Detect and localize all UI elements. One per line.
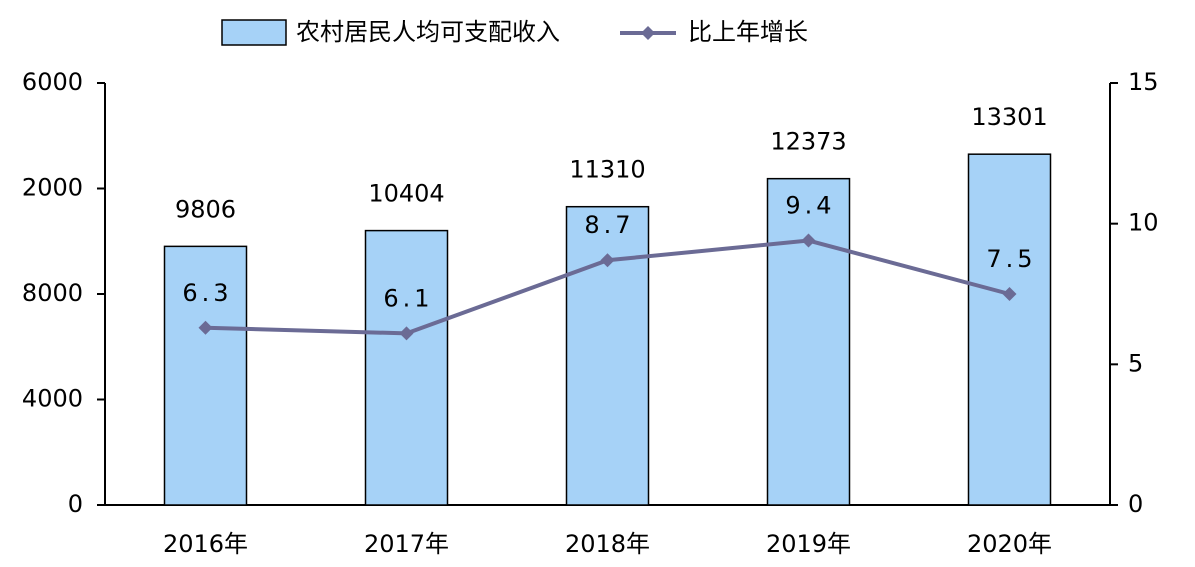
bar [565, 205, 650, 506]
line-value-label: 7.5 [986, 245, 1036, 273]
x-tick-label: 2017年 [364, 530, 449, 558]
line-value-label: 6.3 [182, 279, 232, 307]
bar-value-label: 9806 [175, 195, 236, 223]
line-value-label: 8.7 [584, 211, 634, 239]
x-tick-label: 2019年 [766, 530, 851, 558]
bar-value-label: 12373 [770, 128, 846, 156]
y2-tick-label: 10 [1128, 209, 1159, 237]
legend-marker [641, 26, 655, 40]
bar-value-label: 11310 [569, 156, 645, 184]
y2-tick-label: 5 [1128, 349, 1143, 377]
y2-tick-label: 15 [1128, 68, 1159, 96]
bar [766, 177, 851, 506]
legend-swatch [221, 19, 287, 46]
x-tick-label: 2016年 [163, 530, 248, 558]
y-tick-label: 8000 [22, 279, 83, 307]
y-tick-label: 6000 [22, 68, 83, 96]
line-marker [399, 326, 414, 341]
line-marker [198, 320, 213, 335]
bar [364, 229, 449, 506]
y-tick-label: 0 [68, 490, 83, 518]
legend-label: 比上年增长 [688, 18, 808, 46]
bar [163, 245, 248, 506]
bar [967, 153, 1052, 506]
bar-value-label: 13301 [971, 103, 1047, 131]
legend-label: 农村居民人均可支配收入 [296, 18, 560, 46]
line-marker [801, 233, 816, 248]
y2-tick-label: 0 [1128, 490, 1143, 518]
line-marker [600, 253, 615, 268]
line-marker [1002, 287, 1017, 301]
x-tick-label: 2020年 [967, 530, 1052, 558]
y-tick-label: 4000 [22, 385, 83, 413]
bar-value-label: 10404 [368, 180, 444, 208]
y-tick-label: 2000 [22, 174, 83, 202]
line-value-label: 6.1 [383, 284, 433, 312]
line-value-label: 9.4 [785, 192, 835, 220]
x-tick-label: 2018年 [565, 530, 650, 558]
